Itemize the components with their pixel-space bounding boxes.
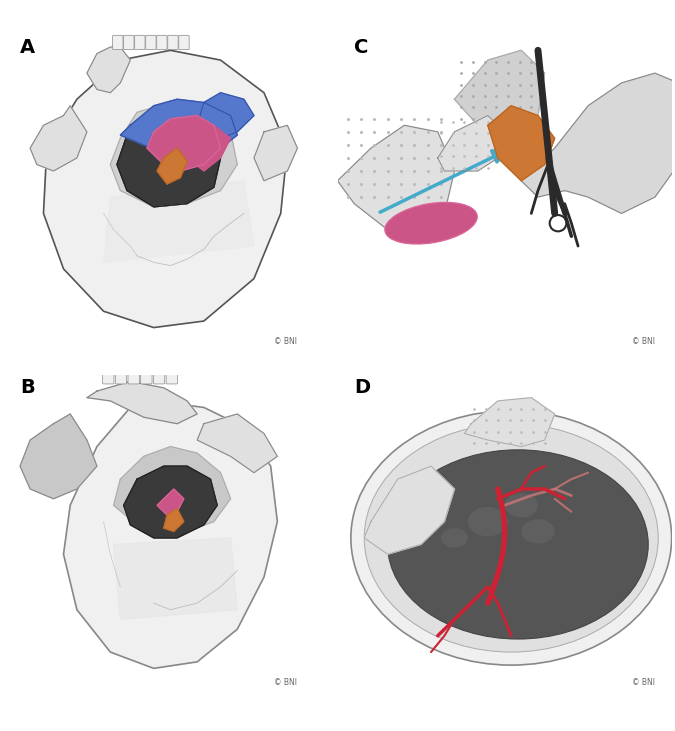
- Polygon shape: [157, 148, 187, 184]
- Polygon shape: [87, 47, 130, 93]
- Polygon shape: [20, 414, 97, 499]
- Text: © BNI: © BNI: [632, 337, 655, 346]
- Text: www.medscape.com: www.medscape.com: [189, 9, 318, 21]
- Text: C: C: [354, 37, 369, 56]
- Polygon shape: [63, 401, 277, 668]
- Ellipse shape: [504, 493, 538, 518]
- Polygon shape: [338, 125, 454, 236]
- Polygon shape: [464, 398, 555, 447]
- Polygon shape: [454, 50, 545, 138]
- Ellipse shape: [441, 528, 468, 548]
- Text: © BNI: © BNI: [632, 678, 655, 686]
- FancyBboxPatch shape: [140, 371, 152, 384]
- Ellipse shape: [351, 411, 672, 665]
- FancyBboxPatch shape: [168, 35, 178, 50]
- Text: © BNI: © BNI: [275, 337, 298, 346]
- Polygon shape: [124, 466, 217, 538]
- FancyBboxPatch shape: [157, 35, 167, 50]
- Polygon shape: [117, 115, 221, 207]
- Polygon shape: [197, 414, 277, 473]
- Polygon shape: [437, 115, 504, 171]
- FancyBboxPatch shape: [113, 35, 123, 50]
- Polygon shape: [43, 50, 288, 327]
- Polygon shape: [147, 115, 221, 171]
- Text: Medscape®: Medscape®: [10, 8, 102, 22]
- Polygon shape: [521, 73, 675, 213]
- FancyBboxPatch shape: [103, 371, 114, 384]
- Ellipse shape: [385, 202, 477, 244]
- Ellipse shape: [387, 450, 648, 639]
- Ellipse shape: [364, 424, 658, 652]
- Polygon shape: [488, 106, 555, 181]
- FancyBboxPatch shape: [115, 371, 127, 384]
- Text: © BNI: © BNI: [275, 678, 298, 686]
- FancyBboxPatch shape: [128, 371, 139, 384]
- Polygon shape: [187, 125, 231, 171]
- Polygon shape: [164, 509, 184, 531]
- Polygon shape: [364, 466, 454, 554]
- Text: Source: Neurosurg Focus © 2005 American Association of Neurological Surgeons: Source: Neurosurg Focus © 2005 American …: [266, 711, 662, 721]
- FancyBboxPatch shape: [153, 371, 165, 384]
- Text: A: A: [20, 37, 35, 56]
- Polygon shape: [113, 538, 238, 619]
- FancyBboxPatch shape: [124, 35, 134, 50]
- Polygon shape: [110, 102, 238, 207]
- FancyBboxPatch shape: [179, 35, 189, 50]
- Polygon shape: [120, 99, 238, 158]
- Text: D: D: [354, 379, 371, 398]
- FancyBboxPatch shape: [135, 35, 145, 50]
- Ellipse shape: [468, 507, 508, 537]
- Polygon shape: [197, 93, 254, 138]
- Polygon shape: [87, 382, 197, 424]
- Polygon shape: [113, 447, 231, 534]
- Polygon shape: [104, 181, 254, 262]
- FancyBboxPatch shape: [146, 35, 156, 50]
- Polygon shape: [30, 106, 87, 171]
- Polygon shape: [254, 125, 298, 181]
- Ellipse shape: [521, 519, 555, 544]
- Polygon shape: [157, 489, 184, 515]
- FancyBboxPatch shape: [166, 371, 178, 384]
- Text: B: B: [20, 379, 35, 398]
